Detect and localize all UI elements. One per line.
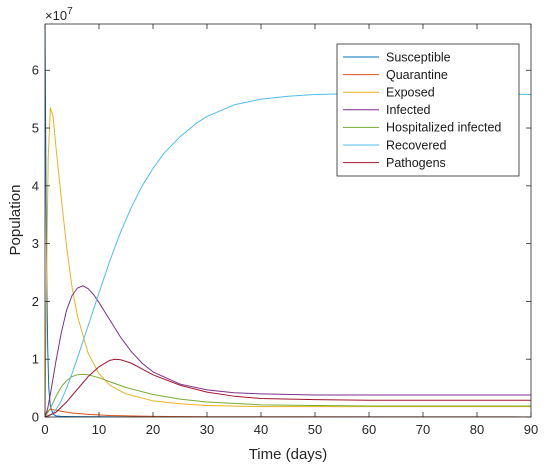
legend-label: Hospitalized infected	[386, 121, 501, 135]
tick-labels-layer: 0 10 20 30 40 50 60 70 80 90 0 1 2 3 4 5 6	[32, 63, 538, 437]
x-tick-label: 30	[200, 422, 214, 437]
x-tick-label: 70	[416, 422, 430, 437]
y-tick-label: 4	[32, 178, 39, 193]
y-tick-label: 5	[32, 121, 39, 136]
y-exponent-power: 7	[67, 6, 73, 17]
legend-label: Infected	[386, 103, 431, 117]
series-line-exposed	[45, 107, 531, 417]
y-exponent-base: ×10	[45, 8, 67, 23]
series-line-pathogens	[45, 358, 531, 417]
x-tick-label: 0	[41, 422, 48, 437]
legend-label: Pathogens	[386, 156, 446, 170]
series-line-infected	[45, 285, 531, 417]
legend: Susceptible Quarantine Exposed Infected Hosp…	[336, 43, 520, 177]
y-exponent-label: ×107	[45, 6, 73, 23]
plot-frame	[44, 23, 532, 418]
y-axis-label: Population	[7, 185, 24, 256]
x-tick-label: 10	[92, 422, 106, 437]
y-tick-label: 3	[32, 236, 39, 251]
legend-label: Recovered	[386, 138, 446, 152]
x-tick-label: 50	[308, 422, 322, 437]
x-tick-label: 40	[254, 422, 268, 437]
x-tick-label: 20	[146, 422, 160, 437]
y-tick-label: 2	[32, 294, 39, 309]
y-tick-label: 0	[32, 410, 39, 425]
x-tick-label: 80	[470, 422, 484, 437]
y-tick-label: 6	[32, 63, 39, 78]
series-line-hospitalized-infected	[45, 373, 531, 417]
series-line-recovered	[45, 92, 531, 417]
y-tick-label: 1	[32, 352, 39, 367]
x-axis-label: Time (days)	[249, 446, 328, 463]
ticks-layer	[44, 24, 532, 418]
legend-label: Quarantine	[386, 68, 448, 82]
x-tick-label: 60	[362, 422, 376, 437]
x-tick-label: 90	[524, 422, 538, 437]
legend-label: Susceptible	[386, 50, 451, 64]
legend-label: Exposed	[386, 86, 435, 100]
